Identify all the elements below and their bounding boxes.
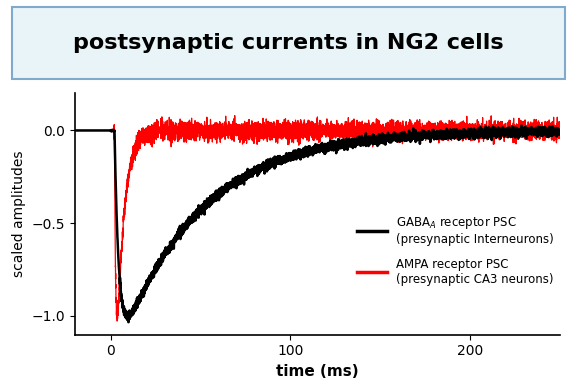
Text: postsynaptic currents in NG2 cells: postsynaptic currents in NG2 cells — [73, 33, 504, 53]
Legend: GABA$_A$ receptor PSC
(presynaptic Interneurons), AMPA receptor PSC
(presynaptic: GABA$_A$ receptor PSC (presynaptic Inter… — [357, 215, 554, 286]
FancyBboxPatch shape — [12, 7, 565, 79]
Y-axis label: scaled amplitudes: scaled amplitudes — [12, 151, 26, 277]
X-axis label: time (ms): time (ms) — [276, 364, 359, 379]
